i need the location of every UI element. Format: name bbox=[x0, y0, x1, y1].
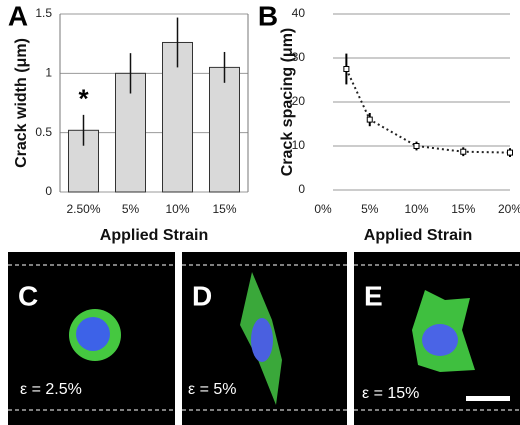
point bbox=[507, 149, 513, 156]
x-tick-label: 10% bbox=[404, 202, 428, 216]
y-tick-label: 10 bbox=[292, 138, 306, 152]
nucleus bbox=[76, 317, 110, 351]
x-tick-label: 2.50% bbox=[66, 202, 100, 216]
x-axis-title: Applied Strain bbox=[364, 227, 472, 244]
y-tick-label: 0 bbox=[45, 184, 52, 198]
panel-e: E ε = 15% bbox=[354, 252, 520, 425]
panel-letter: C bbox=[18, 280, 38, 311]
y-tick-label: 0 bbox=[298, 182, 305, 196]
annotation: * bbox=[78, 84, 89, 114]
point bbox=[460, 148, 467, 155]
y-axis-title: Crack spacing (μm) bbox=[279, 28, 296, 177]
x-tick-label: 20% bbox=[498, 202, 520, 216]
panel-d: D ε = 5% bbox=[182, 252, 347, 425]
trend-line bbox=[345, 68, 511, 154]
y-tick-label: 0.5 bbox=[35, 125, 52, 139]
x-tick-label: 15% bbox=[451, 202, 475, 216]
y-tick-label: 1.5 bbox=[35, 6, 52, 20]
x-tick-label: 15% bbox=[212, 202, 236, 216]
panel-letter: A bbox=[8, 0, 28, 31]
panel-c: C ε = 2.5% bbox=[8, 252, 175, 425]
y-tick-label: 1 bbox=[45, 66, 52, 80]
point bbox=[343, 66, 350, 72]
nucleus bbox=[422, 324, 458, 356]
x-tick-label: 10% bbox=[165, 202, 189, 216]
nucleus bbox=[251, 318, 273, 362]
bar bbox=[115, 72, 146, 193]
y-tick-label: 40 bbox=[292, 6, 306, 20]
strain-label: ε = 15% bbox=[362, 385, 419, 402]
bar bbox=[209, 66, 240, 193]
panel-letter: D bbox=[192, 280, 212, 311]
point bbox=[413, 143, 420, 149]
point bbox=[366, 116, 373, 123]
x-axis-title: Applied Strain bbox=[100, 227, 208, 244]
y-tick-label: 30 bbox=[292, 50, 306, 64]
x-tick-label: 5% bbox=[361, 202, 379, 216]
y-tick-label: 20 bbox=[292, 94, 306, 108]
x-tick-label: 0% bbox=[314, 202, 332, 216]
panel-letter: E bbox=[364, 280, 383, 311]
strain-label: ε = 2.5% bbox=[20, 381, 82, 398]
y-axis-title: Crack width (μm) bbox=[13, 38, 30, 168]
scale-bar bbox=[466, 396, 510, 401]
x-tick-label: 5% bbox=[122, 202, 140, 216]
panel-letter: B bbox=[258, 0, 278, 31]
strain-label: ε = 5% bbox=[188, 381, 237, 398]
